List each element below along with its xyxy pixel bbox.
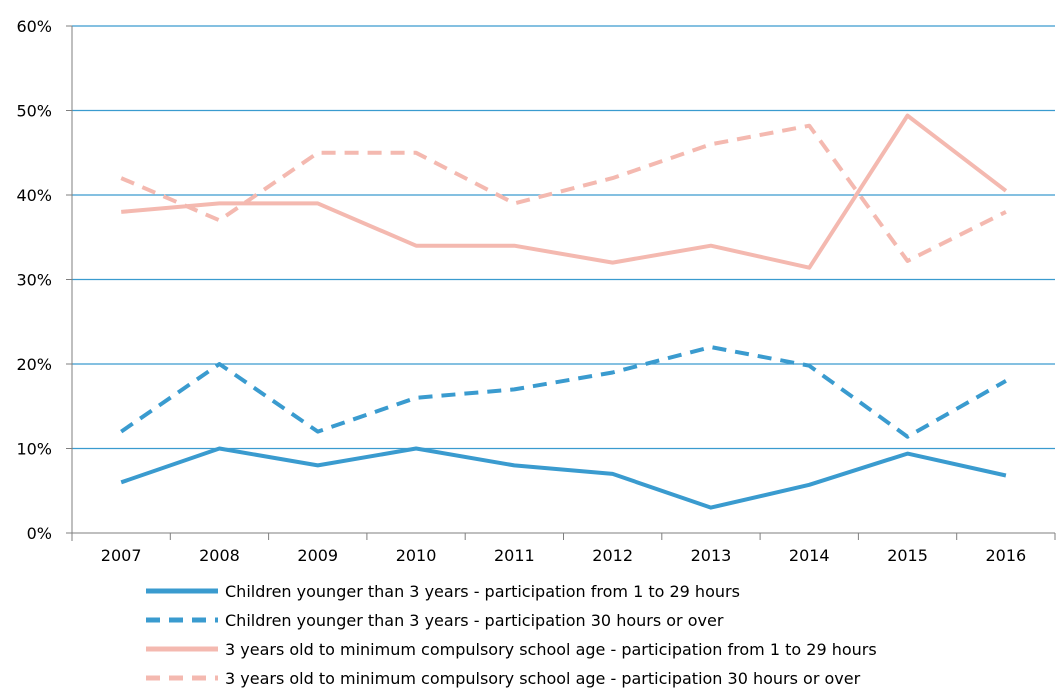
x-tick-label: 2016	[985, 546, 1026, 565]
series-lines	[120, 113, 1008, 510]
x-tick-label: 2007	[101, 546, 142, 565]
y-tick-label: 0%	[27, 524, 52, 543]
y-tick-label: 20%	[16, 355, 52, 374]
series-line-1	[120, 446, 1007, 510]
y-tick-label: 30%	[16, 271, 52, 290]
x-tick-label: 2010	[396, 546, 437, 565]
gridlines	[72, 25, 1055, 450]
axes	[66, 25, 1056, 541]
y-tick-label: 10%	[16, 440, 52, 459]
legend: Children younger than 3 years - particip…	[146, 582, 877, 688]
x-tick-label: 2011	[494, 546, 535, 565]
x-tick-label: 2013	[691, 546, 732, 565]
x-tick-label: 2014	[789, 546, 830, 565]
legend-label-2: Children younger than 3 years - particip…	[225, 611, 724, 630]
legend-label-1: Children younger than 3 years - particip…	[225, 582, 740, 601]
y-tick-label: 50%	[16, 102, 52, 121]
series-line-4	[120, 123, 1007, 263]
y-axis-tick-labels: 0% 10% 20% 30% 40% 50% 60%	[16, 17, 52, 543]
x-tick-label: 2008	[199, 546, 240, 565]
x-tick-label: 2012	[592, 546, 633, 565]
y-tick-label: 40%	[16, 186, 52, 205]
x-tick-label: 2015	[887, 546, 928, 565]
x-tick-label: 2009	[297, 546, 338, 565]
series-line-2	[120, 345, 1007, 439]
series-line-3	[121, 113, 1008, 270]
legend-label-4: 3 years old to minimum compulsory school…	[225, 669, 861, 688]
x-axis-tick-labels: 2007 2008 2009 2010 2011 2012 2013 2014 2015 2016	[101, 546, 1026, 565]
legend-label-3: 3 years old to minimum compulsory school…	[225, 640, 877, 659]
y-tick-label: 60%	[16, 17, 52, 36]
